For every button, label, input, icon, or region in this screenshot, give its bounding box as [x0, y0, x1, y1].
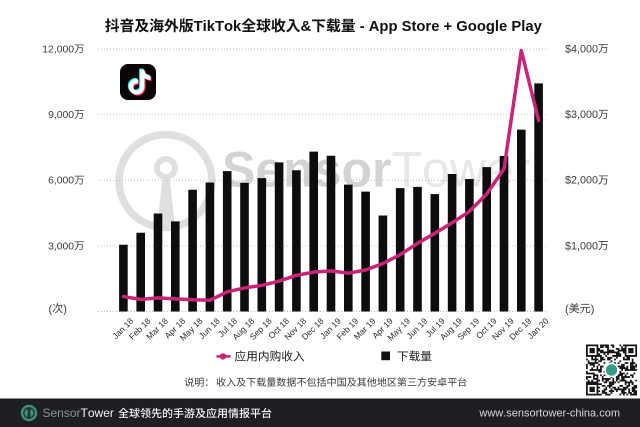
svg-text:$1,000: $1,000 — [565, 240, 598, 252]
svg-text:): ) — [63, 303, 67, 315]
svg-text:$4,000: $4,000 — [565, 43, 598, 55]
svg-text:3,000: 3,000 — [48, 241, 74, 252]
svg-text:- App Store + Google Play: - App Store + Google Play — [360, 19, 543, 35]
svg-text:6,000: 6,000 — [48, 176, 74, 187]
svg-text:): ) — [591, 303, 595, 315]
svg-text:9,000: 9,000 — [48, 110, 74, 121]
svg-text:12,000: 12,000 — [42, 44, 74, 55]
svg-text:(: ( — [565, 303, 569, 315]
svg-text:TikTok: TikTok — [194, 19, 242, 35]
svg-text:&: & — [301, 19, 312, 35]
svg-text:(: ( — [49, 303, 53, 315]
svg-text:$3,000: $3,000 — [565, 109, 598, 121]
svg-text:SensorTower: SensorTower — [43, 406, 114, 420]
svg-text:$2,000: $2,000 — [565, 175, 598, 187]
svg-text:www.sensortower-china.com: www.sensortower-china.com — [478, 408, 620, 420]
